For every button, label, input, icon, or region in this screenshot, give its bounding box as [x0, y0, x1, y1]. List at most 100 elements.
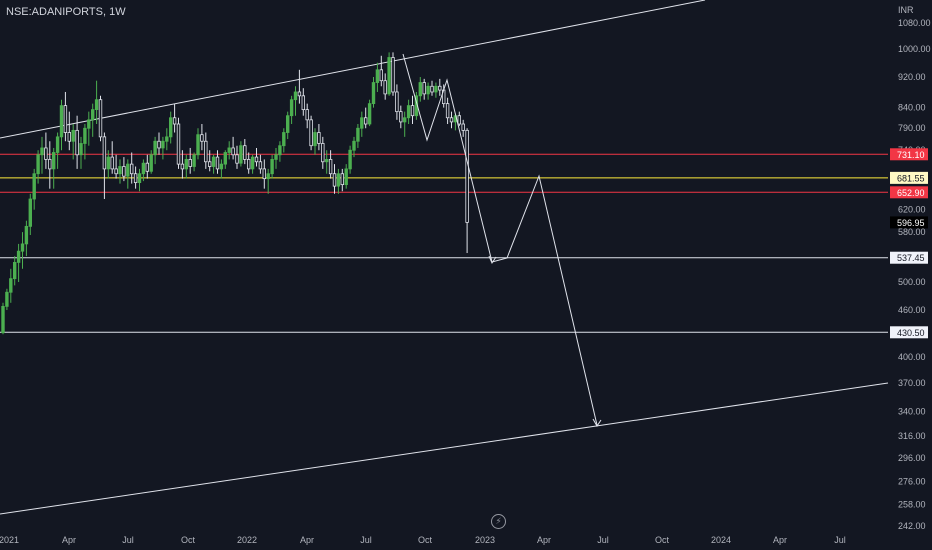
candle-body — [180, 163, 185, 170]
candle-body — [278, 145, 282, 156]
y-tick-label: 580.00 — [898, 227, 926, 237]
lower-channel-line — [0, 382, 889, 515]
price-level-label-bg — [890, 251, 928, 264]
candle-body — [402, 117, 407, 123]
candle-body — [133, 173, 138, 184]
candle-body — [305, 109, 309, 121]
candle-body — [149, 154, 153, 172]
candle-body — [313, 132, 317, 147]
y-tick-label: 316.00 — [898, 431, 926, 441]
price-axis: 1080.001000.00920.00840.00790.00740.0062… — [898, 18, 931, 531]
candle-body — [5, 291, 9, 307]
candle-body — [52, 152, 56, 170]
candle-body — [363, 117, 368, 125]
price-level-label-bg — [890, 171, 928, 184]
candle-body — [204, 140, 208, 163]
candle-body — [79, 143, 83, 156]
chart-symbol-title: NSE:ADANIPORTS, 1W — [6, 6, 126, 18]
y-tick-label: 500.00 — [898, 277, 926, 287]
candle-body — [129, 163, 134, 175]
y-tick-label: 276.00 — [898, 477, 926, 487]
candle-body — [317, 132, 321, 144]
candle-body — [59, 105, 64, 138]
candle-body — [262, 168, 266, 180]
candle-body — [153, 140, 157, 156]
last-price-label: 596.95 — [897, 218, 925, 228]
candle-body — [344, 168, 348, 186]
candle-body — [336, 173, 341, 187]
candle-body — [48, 159, 52, 170]
x-tick-label: Oct — [181, 535, 196, 545]
x-tick-label: 2022 — [237, 535, 257, 545]
candle-body — [122, 166, 126, 177]
candlestick-series — [1, 52, 469, 335]
candle-body — [258, 161, 263, 170]
y-tick-label: 370.00 — [898, 378, 926, 388]
candle-body — [87, 119, 91, 129]
candle-body — [387, 57, 391, 95]
candle-body — [348, 149, 352, 170]
candle-body — [461, 123, 465, 131]
candle-body — [426, 85, 430, 95]
price-level-label: 731.10 — [897, 150, 925, 160]
candle-body — [227, 147, 231, 153]
candle-body — [94, 99, 99, 111]
candle-body — [145, 162, 149, 172]
arrowhead — [592, 418, 602, 427]
candle-body — [118, 166, 122, 175]
y-tick-label: 242.00 — [898, 521, 926, 531]
candle-body — [110, 156, 114, 170]
candle-body — [141, 162, 146, 175]
candle-body — [282, 132, 286, 147]
candle-body — [157, 140, 161, 149]
candle-body — [176, 123, 181, 165]
arrowhead — [488, 255, 497, 265]
y-tick-label: 400.00 — [898, 352, 926, 362]
tradingview-logo-icon[interactable]: ⚡ — [491, 514, 506, 529]
candle-body — [360, 117, 364, 129]
candle-body — [44, 147, 48, 160]
x-tick-label: Apr — [773, 535, 787, 545]
price-level-label: 430.50 — [897, 328, 925, 338]
candle-body — [379, 69, 383, 82]
price-labels: 731.10 681.55 652.90 537.45 430.50 596.95 — [890, 148, 928, 339]
x-tick-label: Apr — [300, 535, 314, 545]
candle-body — [71, 129, 75, 142]
price-level-label-bg — [890, 148, 928, 161]
candle-body — [168, 117, 173, 138]
candle-body — [28, 198, 32, 227]
upper-channel-line — [0, 0, 706, 139]
candle-body — [83, 127, 87, 144]
candle-body — [91, 109, 95, 121]
candle-body — [352, 140, 356, 151]
x-tick-label: 2021 — [0, 535, 19, 545]
candle-body — [285, 115, 290, 133]
candle-body — [12, 262, 17, 280]
candle-body — [356, 127, 360, 142]
x-tick-label: Jul — [834, 535, 846, 545]
candle-body — [422, 82, 426, 95]
candle-body — [383, 80, 387, 95]
candle-body — [449, 117, 454, 123]
y-tick-label: 620.00 — [898, 205, 926, 215]
x-tick-label: Oct — [418, 535, 433, 545]
candle-body — [24, 225, 29, 245]
candle-body — [192, 154, 196, 167]
candle-body — [324, 159, 329, 163]
candle-body — [9, 278, 13, 293]
candle-body — [367, 103, 372, 125]
candle-body — [211, 156, 216, 167]
x-tick-label: 2024 — [711, 535, 731, 545]
candle-body — [215, 156, 220, 170]
candle-body — [246, 159, 251, 170]
candle-body — [371, 82, 376, 105]
candle-body — [55, 136, 60, 153]
candle-body — [375, 69, 380, 83]
last-price-label-bg — [890, 216, 928, 229]
candle-body — [293, 91, 298, 101]
candle-body — [223, 152, 227, 165]
y-tick-label: 1080.00 — [898, 18, 931, 28]
candle-body — [391, 57, 395, 93]
support-resistance-lines — [0, 153, 888, 333]
